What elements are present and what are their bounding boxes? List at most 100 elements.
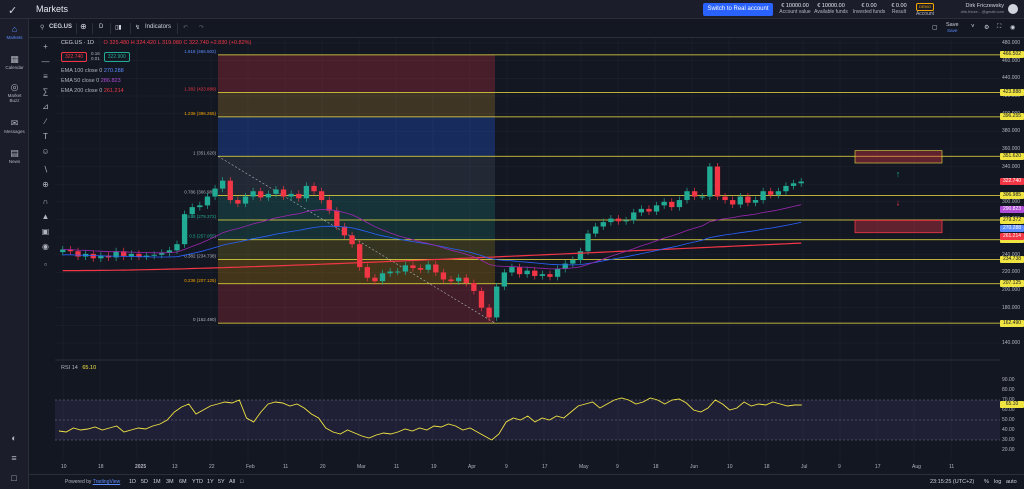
trade-price-boxes: 322.740 0.16 0.01 322.900 <box>61 51 130 62</box>
candle <box>143 255 150 257</box>
candle <box>501 272 507 287</box>
range-ytd[interactable]: YTD <box>192 479 203 485</box>
fullscreen-chart-icon[interactable]: ⛶ <box>997 24 1002 30</box>
time-axis-label: 9 <box>838 464 841 470</box>
price-axis-tag: 279.372 <box>1000 216 1024 224</box>
buy-price-button[interactable]: 322.900 <box>103 51 130 62</box>
user-info[interactable]: Dirk Friczewsky dirk.fricze…@gmail.com <box>948 3 1004 15</box>
time-axis-label: 10 <box>727 464 733 470</box>
save-button[interactable]: Save Save <box>946 22 959 33</box>
date-range-icon[interactable]: □ <box>240 479 244 485</box>
candle <box>714 166 721 197</box>
camera-icon[interactable]: ◉ <box>1010 25 1016 31</box>
magnet-icon[interactable]: ∩ <box>42 197 49 206</box>
indicators-icon[interactable]: ↯ <box>135 25 141 31</box>
tradingview-link[interactable]: TradingView <box>92 479 121 485</box>
time-axis-label: 2025 <box>135 464 147 470</box>
settings-sliders-icon[interactable]: ≡ <box>11 453 17 463</box>
crosshair-icon[interactable]: + <box>43 42 48 51</box>
redo-icon[interactable]: ↷ <box>199 25 205 31</box>
price-axis-tag: 261.214 <box>1000 232 1024 240</box>
text-icon[interactable]: T <box>43 132 48 141</box>
nav-market-buzz[interactable]: ◎ Market Buzz <box>7 82 22 104</box>
nav-markets[interactable]: ⌂ Markets <box>6 24 23 41</box>
clock[interactable]: 23:15:25 (UTC+2) <box>930 479 975 485</box>
log-toggle[interactable]: log <box>994 479 1002 485</box>
auto-toggle[interactable]: auto <box>1006 479 1017 485</box>
rsi-axis-tag: 65.10 <box>1000 401 1024 409</box>
candle-type-icon[interactable]: ▯▮ <box>115 25 122 31</box>
candle <box>227 180 233 201</box>
horizontal-lines-icon[interactable]: ≡ <box>43 72 48 81</box>
indicator-ema-50[interactable]: EMA 50 close 0 286.823 <box>61 78 121 84</box>
nav-calendar[interactable]: ▦ Calendar <box>5 54 24 71</box>
candle <box>311 185 317 192</box>
undo-icon[interactable]: ↶ <box>183 25 189 31</box>
settings-gear-icon[interactable]: ⚙ <box>984 25 990 31</box>
price-axis-label: 380.000 <box>1002 128 1021 135</box>
indicators-button[interactable]: Indicators <box>145 24 172 30</box>
rsi-legend[interactable]: RSI 14 65.10 <box>61 365 97 371</box>
candle <box>615 218 622 222</box>
interval-selector[interactable]: D <box>99 24 104 30</box>
symbol-search[interactable]: CEG.US <box>49 24 73 30</box>
candle <box>326 200 332 211</box>
avatar[interactable] <box>1008 4 1018 14</box>
range-1d[interactable]: 1D <box>129 479 137 485</box>
candle <box>737 196 743 205</box>
messages-icon: ✉ <box>10 118 19 128</box>
range-all[interactable]: All <box>229 479 236 485</box>
fib-label: 0 (162.490) <box>193 317 217 322</box>
account-selector[interactable]: DEMO Account <box>915 3 935 17</box>
add-symbol-icon[interactable]: ⊕ <box>80 22 87 31</box>
sell-price-button[interactable]: 322.740 <box>61 51 88 62</box>
time-axis-label: Jul <box>801 464 808 470</box>
price-chart[interactable]: 1.618 (466.502) 1.382 (423.888) 1.236 (396… <box>55 38 1000 462</box>
nav-news[interactable]: ▤ News <box>8 148 21 165</box>
fullscreen-icon[interactable]: □ <box>11 473 17 483</box>
time-axis[interactable]: 10 18 2025 13 22 Feb 11 20 Mar 11 19 Apr 9 17 May 9 18 Ju… <box>55 462 1000 474</box>
brush-icon[interactable]: ∕ <box>44 117 47 126</box>
trash-icon[interactable]: ▫ <box>44 260 47 269</box>
switch-real-account-button[interactable]: Switch to Real account <box>703 3 773 16</box>
candle <box>189 207 195 215</box>
trend-line-icon[interactable]: — <box>41 57 50 66</box>
eye-icon[interactable]: ◉ <box>42 242 49 251</box>
candle <box>585 233 591 252</box>
time-axis-label: 10 <box>61 464 67 470</box>
range-1y[interactable]: 1Y <box>207 479 214 485</box>
pitchfork-icon[interactable]: ∑ <box>42 87 49 96</box>
indicator-ema-100[interactable]: EMA 100 close 0 270.288 <box>61 68 124 74</box>
range-5y[interactable]: 5Y <box>218 479 225 485</box>
time-axis-label: 17 <box>542 464 548 470</box>
candle <box>760 191 766 201</box>
rsi-axis-label: 60.00 <box>1002 407 1015 413</box>
candle <box>768 191 774 195</box>
search-icon[interactable]: ⚲ <box>40 25 45 31</box>
indicator-ema-200[interactable]: EMA 200 close 0 261.214 <box>61 88 124 94</box>
candle <box>151 254 157 256</box>
chevron-down-icon[interactable]: ˅ <box>971 24 975 30</box>
range-3m[interactable]: 3M <box>166 479 174 485</box>
percent-toggle[interactable]: % <box>984 479 989 485</box>
candle <box>334 210 340 227</box>
zoom-icon[interactable]: ⊕ <box>42 180 49 189</box>
ruler-icon[interactable]: ∖ <box>42 165 49 174</box>
range-6m[interactable]: 6M <box>179 479 187 485</box>
rsi-axis-label: 80.00 <box>1002 387 1015 393</box>
theme-icon[interactable]: ◐ <box>11 433 17 443</box>
range-5d[interactable]: 5D <box>141 479 149 485</box>
candle <box>783 185 789 192</box>
account-value: € 10000.00 Account value <box>779 3 811 15</box>
lock-drawing-icon[interactable]: ▲ <box>41 212 50 221</box>
pattern-icon[interactable]: ⊿ <box>42 102 49 111</box>
range-1m[interactable]: 1M <box>153 479 161 485</box>
time-axis-label: 11 <box>949 464 955 470</box>
candle <box>631 212 637 221</box>
lock-icon[interactable]: ▣ <box>41 227 50 236</box>
price-axis[interactable]: 480.000460.000440.000420.000400.000380.0… <box>1000 38 1024 462</box>
layout-icon[interactable]: ▢ <box>932 25 938 31</box>
emoji-icon[interactable]: ☺ <box>41 147 50 156</box>
candle <box>775 191 782 195</box>
nav-messages[interactable]: ✉ Messages <box>4 118 25 135</box>
